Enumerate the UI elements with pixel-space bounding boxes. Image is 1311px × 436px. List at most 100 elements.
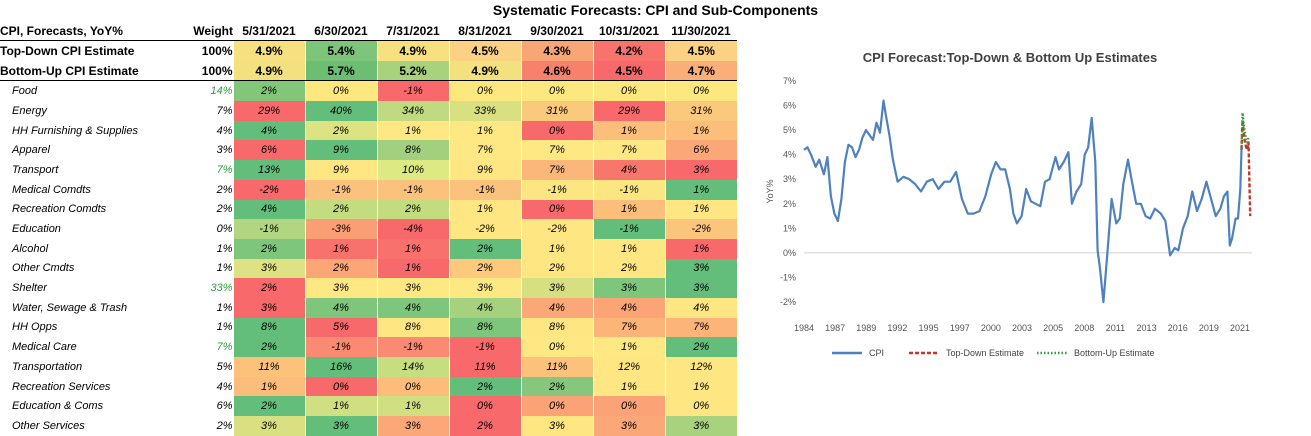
value-cell: 4.9% — [376, 40, 449, 61]
value-cell: 2% — [448, 416, 521, 436]
component-row: Recreation Services 4% 1% 0% 0% 2% 2% 1% 1% — [0, 376, 737, 397]
value-cell: 1% — [664, 238, 737, 259]
value-cell: -1% — [232, 219, 305, 239]
component-row: Shelter 33% 2% 3% 3% 3% 3% 3% 3% — [0, 278, 737, 298]
row-weight: 33% — [210, 282, 233, 295]
value-cell: 1% — [664, 179, 737, 200]
row-weight: 2% — [216, 183, 233, 196]
y-tick-label: 6% — [783, 101, 796, 111]
forecast-table: CPI, Forecasts, YoY% Weight 5/31/2021 6/30/… — [0, 22, 737, 436]
y-tick-label: 5% — [783, 125, 796, 135]
value-cell: 8% — [520, 317, 593, 338]
x-tick-label: 1995 — [919, 323, 939, 333]
series-line-bottom-up-estimate — [1240, 111, 1250, 150]
value-cell: 3% — [304, 278, 377, 298]
row-weight: 14% — [210, 85, 233, 98]
value-cell: 7% — [592, 317, 665, 338]
value-cell: 16% — [304, 357, 377, 377]
x-tick-label: 1984 — [794, 323, 814, 333]
value-cell: 7% — [520, 140, 593, 161]
value-cell: 3% — [232, 297, 305, 318]
component-row: Education & Coms 6% 2% 1% 1% 0% 0% 0% 0% — [0, 396, 737, 417]
value-cell: 3% — [232, 258, 305, 279]
row-label: Recreation Services — [12, 380, 111, 393]
x-tick-label: 2003 — [1012, 323, 1032, 333]
x-tick-label: 2008 — [1074, 323, 1094, 333]
row-weight: 1% — [216, 301, 233, 314]
row-label: Apparel — [12, 144, 50, 157]
value-cell: 5.4% — [304, 40, 377, 61]
row-label: Education & Coms — [12, 400, 104, 413]
value-cell: -1% — [376, 337, 449, 357]
value-cell: 6% — [664, 140, 737, 161]
value-cell: 0% — [592, 396, 665, 417]
value-cell: 2% — [304, 120, 377, 141]
component-row: Medical Care 7% 2% -1% -1% -1% 0% 1% 2% — [0, 337, 737, 357]
x-tick-label: 2000 — [981, 323, 1001, 333]
value-cell: 4.9% — [232, 60, 305, 82]
value-cell: 11% — [232, 357, 305, 377]
estimate-row: Bottom-Up CPI Estimate 100% 4.9% 5.7% 5.2% 4.… — [0, 60, 737, 82]
value-cell: 1% — [664, 120, 737, 141]
row-label: Water, Sewage & Trash — [12, 301, 128, 314]
row-label: Other Services — [12, 419, 85, 432]
component-row: Other Services 2% 3% 3% 3% 2% 3% 3% 3% — [0, 416, 737, 436]
value-cell: -1% — [592, 219, 665, 239]
header-date: 10/31/2021 — [593, 22, 665, 41]
x-tick-label: 1997 — [950, 323, 970, 333]
value-cell: -1% — [304, 179, 377, 200]
row-weight: 7% — [216, 104, 233, 117]
value-cell: 1% — [592, 376, 665, 397]
value-cell: 1% — [592, 238, 665, 259]
value-cell: 2% — [232, 80, 305, 102]
value-cell: 7% — [664, 317, 737, 338]
chart-title: CPI Forecast:Top-Down & Bottom Up Estima… — [863, 50, 1157, 65]
row-label: Transportation — [12, 360, 83, 373]
value-cell: 4% — [592, 297, 665, 318]
value-cell: 3% — [448, 278, 521, 298]
row-label: Medical Comdts — [12, 183, 91, 196]
value-cell: 3% — [520, 278, 593, 298]
value-cell: 2% — [232, 337, 305, 357]
component-row: Apparel 3% 6% 9% 8% 7% 7% 7% 6% — [0, 140, 737, 161]
value-cell: 9% — [304, 140, 377, 161]
row-weight: 3% — [216, 144, 233, 157]
value-cell: 4.9% — [448, 60, 521, 82]
value-cell: 4.3% — [520, 40, 593, 61]
y-tick-label: 7% — [783, 76, 796, 86]
row-label: Food — [12, 85, 38, 98]
row-label: Bottom-Up CPI Estimate — [0, 60, 157, 82]
value-cell: 12% — [592, 357, 665, 377]
value-cell: 0% — [520, 199, 593, 220]
header-date: 11/30/2021 — [665, 22, 737, 41]
value-cell: 3% — [232, 416, 305, 436]
row-weight: 1% — [216, 321, 233, 334]
row-label: Medical Care — [12, 341, 77, 354]
x-tick-label: 1987 — [825, 323, 845, 333]
value-cell: 3% — [592, 416, 665, 436]
component-row: Medical Comdts 2% -2% -1% -1% -1% -1% -1% 1% — [0, 179, 737, 200]
row-weight: 6% — [216, 400, 233, 413]
y-tick-label: 1% — [783, 223, 796, 233]
value-cell: 5.2% — [376, 60, 449, 82]
value-cell: 1% — [592, 120, 665, 141]
row-weight: 7% — [216, 163, 233, 176]
x-tick-label: 1992 — [887, 323, 907, 333]
value-cell: 2% — [376, 199, 449, 220]
value-cell: 1% — [304, 238, 377, 259]
value-cell: 29% — [232, 101, 305, 121]
value-cell: 3% — [376, 416, 449, 436]
value-cell: 0% — [664, 396, 737, 417]
row-label: HH Opps — [12, 321, 58, 334]
value-cell: 1% — [592, 199, 665, 220]
value-cell: 0% — [376, 376, 449, 397]
value-cell: 2% — [232, 396, 305, 417]
value-cell: 8% — [376, 317, 449, 338]
row-weight: 100% — [201, 43, 233, 58]
value-cell: 4.5% — [664, 40, 737, 61]
y-tick-label: 3% — [783, 174, 796, 184]
row-label: HH Furnishing & Supplies — [12, 124, 138, 137]
value-cell: 31% — [664, 101, 737, 121]
value-cell: -2% — [448, 219, 521, 239]
row-label: Other Cmdts — [12, 262, 75, 275]
